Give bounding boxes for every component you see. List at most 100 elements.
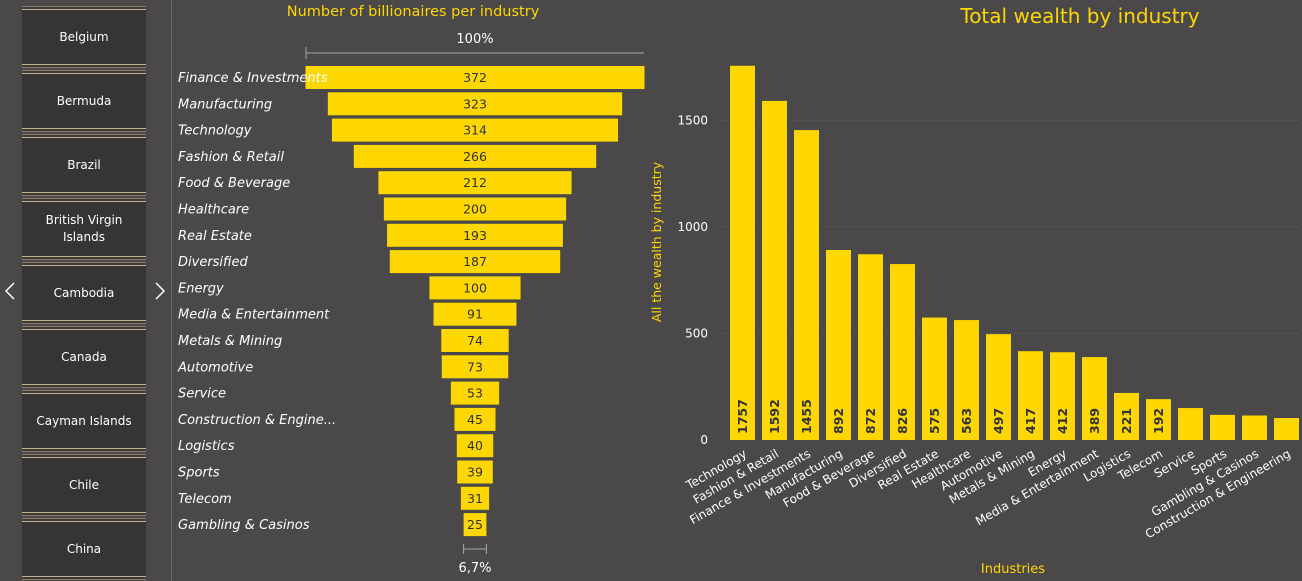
funnel-bar[interactable] — [387, 223, 563, 247]
wealth-bar[interactable] — [1114, 392, 1139, 440]
funnel-category-label: Sports — [178, 466, 220, 481]
panel-divider — [171, 0, 172, 581]
funnel-value-label: 193 — [463, 228, 487, 243]
funnel-value-label: 266 — [463, 149, 487, 164]
funnel-value-label: 53 — [467, 386, 483, 401]
wealth-bar-value-label: 192 — [1151, 408, 1166, 434]
funnel-category-label: Energy — [178, 281, 224, 296]
funnel-bar[interactable] — [327, 92, 623, 116]
funnel-top-label: 100% — [456, 32, 493, 47]
funnel-bar[interactable] — [433, 302, 517, 326]
funnel-bar[interactable] — [454, 407, 496, 431]
wealth-bar[interactable] — [794, 130, 819, 440]
funnel-category-label: Fashion & Retail — [178, 150, 284, 165]
bar-y-tick: 1500 — [677, 114, 708, 128]
funnel-category-label: Telecom — [178, 492, 232, 507]
funnel-category-label: Automotive — [177, 360, 253, 375]
bar-y-tick: 500 — [685, 327, 708, 341]
funnel-bar[interactable] — [383, 197, 567, 221]
slicer-item[interactable]: British Virgin Islands — [22, 198, 146, 260]
funnel-category-label: Gambling & Casinos — [178, 518, 310, 533]
wealth-bar-value-label: 497 — [991, 408, 1006, 434]
wealth-bar[interactable] — [826, 250, 851, 440]
slicer-next-icon[interactable] — [153, 280, 167, 306]
funnel-category-label: Metals & Mining — [178, 334, 282, 349]
funnel-category-label: Technology — [178, 124, 252, 139]
funnel-category-label: Service — [178, 387, 226, 402]
funnel-category-label: Healthcare — [178, 203, 249, 218]
funnel-category-label: Manufacturing — [178, 97, 272, 112]
slicer-item[interactable]: Canada — [22, 326, 146, 388]
funnel-bar[interactable] — [305, 66, 645, 89]
funnel-bar[interactable] — [353, 144, 597, 168]
slicer-item[interactable]: Cayman Islands — [22, 390, 146, 452]
funnel-value-label: 100 — [463, 280, 487, 295]
funnel-value-label: 187 — [463, 254, 487, 269]
wealth-bar[interactable] — [1050, 352, 1075, 440]
funnel-category-label: Real Estate — [178, 229, 252, 244]
funnel-value-label: 31 — [467, 491, 483, 506]
wealth-bar-value-label: 412 — [1055, 408, 1070, 434]
wealth-bar[interactable] — [762, 100, 787, 441]
funnel-category-label: Logistics — [178, 439, 235, 454]
funnel-bar[interactable] — [441, 355, 509, 379]
funnel-value-label: 212 — [463, 175, 487, 190]
funnel-bar[interactable] — [378, 171, 572, 195]
funnel-bottom-label: 6,7% — [458, 561, 491, 576]
wealth-bar[interactable] — [1082, 357, 1107, 440]
wealth-bar-value-label: 1592 — [767, 399, 782, 434]
funnel-bar[interactable] — [460, 486, 490, 510]
wealth-bar[interactable] — [858, 254, 883, 440]
wealth-bar[interactable] — [986, 334, 1011, 440]
slicer-item[interactable]: Belgium — [22, 6, 146, 68]
slicer-item[interactable]: Brazil — [22, 134, 146, 196]
wealth-bar-value-label: 563 — [959, 408, 974, 434]
wealth-bar[interactable] — [1210, 414, 1235, 440]
wealth-bar[interactable] — [730, 65, 755, 440]
bar-x-axis-label: Industries — [981, 562, 1045, 577]
funnel-bar[interactable] — [456, 434, 494, 458]
slicer-item[interactable]: Cambodia — [22, 262, 146, 324]
wealth-bar[interactable] — [890, 264, 915, 440]
wealth-bar[interactable] — [1018, 351, 1043, 440]
slicer-item[interactable]: China — [22, 518, 146, 580]
funnel-bar[interactable] — [457, 460, 493, 484]
wealth-bar[interactable] — [922, 317, 947, 440]
bar-y-axis-label: All the wealth by industry — [650, 161, 664, 322]
country-slicer: Belgium Bermuda Brazil British Virgin Islan… — [0, 0, 172, 581]
bar-chart-title: Total wealth by industry — [959, 4, 1199, 28]
funnel-bar[interactable] — [463, 513, 487, 537]
funnel-category-label: Finance & Investments — [178, 71, 328, 86]
funnel-value-label: 40 — [467, 438, 483, 453]
slicer-item[interactable]: Chile — [22, 454, 146, 516]
wealth-bar-value-label: 1455 — [799, 399, 814, 434]
funnel-value-label: 323 — [463, 96, 487, 111]
wealth-bar-value-label: 575 — [927, 408, 942, 434]
funnel-category-label: Diversified — [178, 255, 248, 270]
funnel-bar[interactable] — [450, 381, 500, 405]
funnel-bar[interactable] — [429, 276, 521, 300]
funnel-bar[interactable] — [389, 250, 561, 274]
wealth-bar[interactable] — [1242, 415, 1267, 440]
wealth-bar-value-label: 872 — [863, 408, 878, 434]
wealth-bar[interactable] — [954, 320, 979, 440]
funnel-category-label: Media & Entertainment — [178, 308, 330, 323]
wealth-bar[interactable] — [1274, 418, 1299, 440]
wealth-bar[interactable] — [1178, 408, 1203, 440]
funnel-value-label: 73 — [467, 359, 483, 374]
funnel-category-label: Food & Beverage — [178, 176, 290, 191]
funnel-value-label: 372 — [463, 70, 487, 85]
funnel-bar[interactable] — [331, 118, 619, 142]
funnel-category-label: Construction & Engine... — [178, 413, 336, 428]
wealth-bar[interactable] — [1146, 399, 1171, 440]
funnel-bar[interactable] — [441, 329, 509, 352]
wealth-bar-value-label: 826 — [895, 408, 910, 434]
funnel-title: Number of billionaires per industry — [287, 4, 540, 20]
funnel-value-label: 25 — [467, 517, 483, 532]
wealth-bar-value-label: 892 — [831, 408, 846, 434]
slicer-item[interactable]: Bermuda — [22, 70, 146, 132]
slicer-prev-icon[interactable] — [3, 280, 17, 306]
wealth-bar-value-label: 221 — [1119, 408, 1134, 434]
funnel-chart: Number of billionaires per industry 100% 3… — [177, 4, 645, 576]
funnel-value-label: 39 — [467, 465, 483, 480]
